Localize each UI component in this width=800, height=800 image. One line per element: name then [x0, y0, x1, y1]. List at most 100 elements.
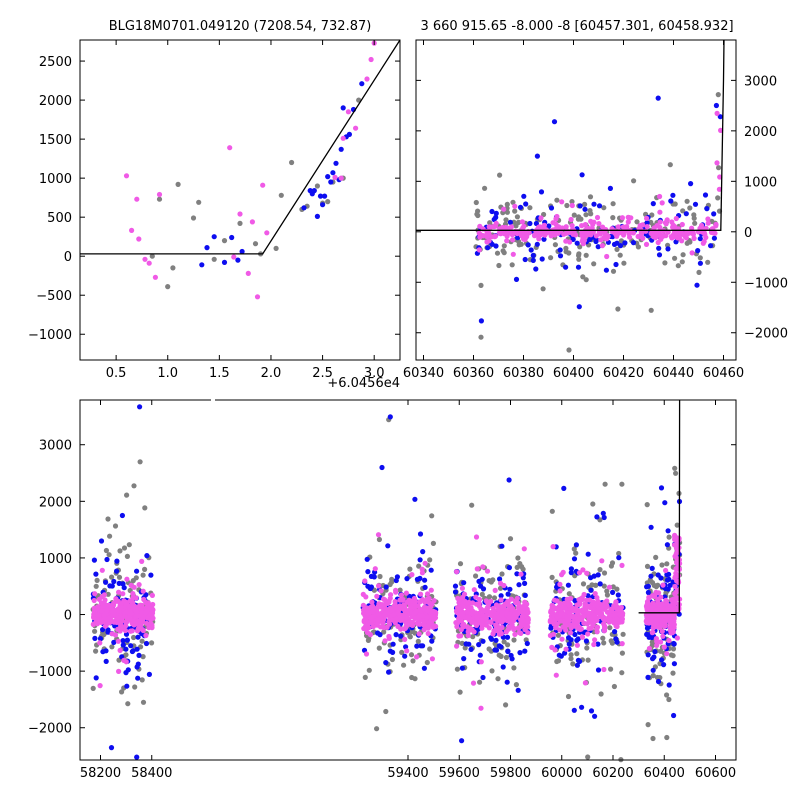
panel-top-right-x-tick-label: 60340 — [403, 366, 444, 381]
panel-bottom-data-point — [511, 637, 517, 643]
panel-bottom-data-point — [116, 589, 122, 595]
panel-bottom-data-point — [587, 597, 593, 603]
panel-top-right-data-point — [705, 216, 711, 222]
panel-bottom-data-point — [483, 622, 489, 628]
panel-bottom-data-point — [398, 633, 404, 639]
panel-top-right-data-point — [610, 215, 616, 221]
panel-top-right-data-point — [516, 242, 522, 248]
panel-top-right-data-point — [614, 246, 620, 252]
panel-bottom-data-point — [645, 722, 651, 728]
panel-bottom-data-point — [667, 618, 673, 624]
panel-bottom-data-point — [516, 582, 522, 588]
panel-top-left-data-point — [325, 174, 331, 180]
panel-bottom-data-point — [498, 593, 504, 599]
panel-bottom-data-point — [381, 629, 387, 635]
panel-bottom-data-point — [365, 569, 371, 575]
panel-bottom-data-point — [120, 591, 126, 597]
panel-bottom-data-point — [604, 598, 610, 604]
panel-bottom-data-point — [498, 597, 504, 603]
panel-bottom-data-point — [619, 612, 626, 618]
panel-bottom-data-point — [596, 607, 602, 613]
panel-top-right-data-point — [591, 201, 597, 207]
panel-bottom-data-point — [517, 650, 523, 656]
panel-bottom-data-point — [503, 610, 510, 616]
panel-bottom-data-point — [401, 662, 407, 668]
panel-bottom-data-point — [511, 665, 517, 671]
panel-bottom-data-point — [417, 557, 423, 563]
panel-bottom-data-point — [504, 634, 511, 640]
panel-top-right-data-point — [643, 241, 650, 247]
panel-top-left-data-point — [249, 219, 255, 225]
panel-bottom-data-point — [132, 684, 138, 690]
panel-bottom-data-point — [414, 576, 420, 582]
panel-bottom-data-point — [488, 635, 494, 641]
panel-bottom-data-point — [397, 587, 403, 593]
panel-top-right-data-point — [493, 210, 499, 216]
panel-bottom-data-point — [479, 607, 485, 613]
panel-bottom-data-point — [479, 591, 485, 598]
panel-top-right-data-point — [713, 221, 719, 228]
panel-bottom-data-point — [367, 632, 373, 638]
panel-top-right-data-point — [651, 225, 657, 231]
panel-top-right-data-point — [583, 252, 589, 258]
panel-bottom-data-point — [564, 614, 570, 620]
panel-top-right-data-point — [554, 197, 560, 203]
panel-bottom-data-point — [493, 637, 499, 643]
panel-bottom-data-point — [121, 585, 127, 591]
panel-top-right-data-point — [631, 178, 637, 184]
panel-top-right-data-point — [644, 215, 650, 221]
panel-top-right-data-point — [588, 211, 594, 217]
panel-bottom-x-tick-label: 60200 — [592, 766, 633, 781]
panel-top-right-data-point — [717, 174, 723, 180]
panel-bottom-data-point — [469, 627, 475, 633]
panel-bottom-data-point — [414, 643, 420, 649]
panel-bottom-data-point — [549, 508, 555, 514]
panel-bottom-data-point — [465, 632, 471, 639]
panel-bottom-data-point — [585, 631, 591, 637]
panel-bottom-data-point — [414, 654, 420, 660]
panel-bottom-data-point — [574, 642, 581, 648]
panel-top-right-data-point — [607, 185, 614, 191]
panel-bottom-data-point — [555, 658, 562, 664]
panel-bottom-data-point — [134, 609, 140, 615]
panel-bottom-data-point — [460, 613, 466, 620]
panel-bottom-data-point — [390, 649, 396, 656]
panel-bottom-data-point — [412, 496, 418, 502]
panel-bottom-data-point — [606, 584, 613, 590]
panel-bottom-data-point — [574, 616, 580, 622]
panel-top-right-data-point — [492, 223, 498, 229]
panel-top-right-data-point — [665, 246, 671, 252]
panel-bottom-data-point — [659, 628, 665, 635]
panel-top-right-data-point — [534, 241, 540, 247]
panel-bottom-data-point — [135, 619, 141, 625]
panel-bottom-data-point — [103, 579, 109, 585]
panel-bottom-data-point — [650, 735, 656, 742]
panel-top-right-data-point — [521, 235, 527, 241]
panel-top-right-data-point — [657, 193, 663, 200]
panel-top-right-data-point — [570, 236, 576, 242]
panel-top-right-data-point — [494, 250, 501, 256]
panel-bottom-data-point — [388, 592, 394, 598]
panel-bottom-data-point — [143, 599, 149, 606]
panel-bottom-data-point — [99, 567, 105, 573]
panel-bottom-data-point — [420, 622, 427, 628]
panel-bottom-data-point — [673, 589, 679, 595]
panel-bottom-data-point — [402, 636, 408, 643]
panel-bottom-data-point — [562, 650, 568, 656]
panel-top-right-data-point — [510, 251, 516, 257]
panel-bottom-x-tick-label: 59600 — [439, 766, 480, 781]
panel-bottom-data-point — [381, 605, 387, 611]
panel-bottom-data-point — [143, 592, 149, 598]
panel-top-right-data-point — [504, 238, 510, 244]
panel-bottom-data-point — [646, 645, 653, 652]
panel-top-right-data-point — [617, 252, 623, 258]
panel-bottom-data-point — [95, 612, 101, 618]
panel-bottom-data-point — [667, 582, 673, 588]
panel-bottom-data-point — [131, 618, 137, 624]
panel-bottom-data-point — [524, 640, 530, 647]
panel-bottom-data-point — [149, 605, 155, 611]
panel-bottom-data-point — [119, 689, 125, 695]
panel-top-right-data-point — [517, 204, 524, 210]
panel-bottom-data-point — [399, 649, 405, 656]
panel-bottom-data-point — [108, 605, 114, 611]
